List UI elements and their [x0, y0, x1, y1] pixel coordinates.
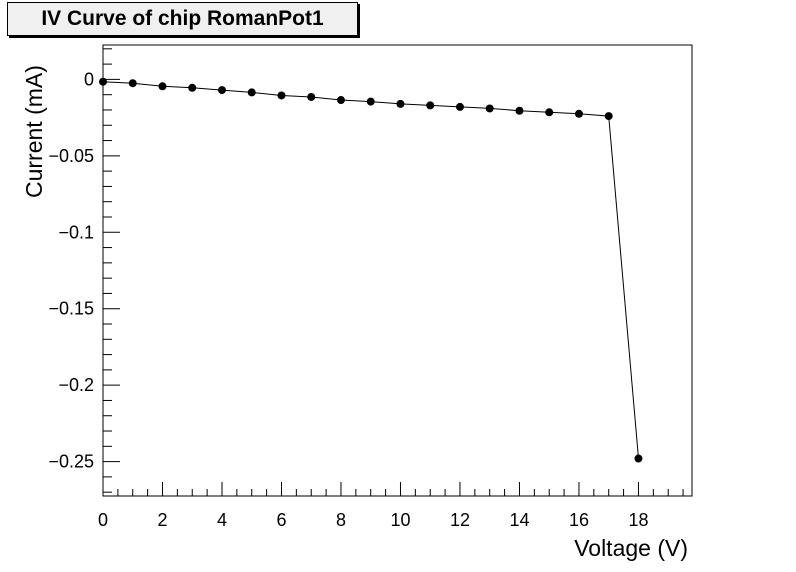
- data-point: [217, 86, 226, 95]
- x-tick-label: 6: [276, 510, 286, 530]
- y-tick-label: 0: [84, 69, 94, 89]
- y-tick-label: −0.1: [58, 222, 94, 242]
- plot-frame: [102, 44, 693, 497]
- x-tick-label: 4: [217, 510, 227, 530]
- data-point: [336, 96, 345, 105]
- x-tick-label: 14: [509, 510, 529, 530]
- data-point: [545, 108, 554, 117]
- data-point: [188, 83, 197, 92]
- y-tick-label: −0.2: [58, 375, 94, 395]
- x-axis-label: Voltage (V): [574, 535, 688, 561]
- y-tick-label: −0.05: [48, 146, 94, 166]
- x-tick-label: 18: [628, 510, 648, 530]
- data-point: [455, 102, 464, 111]
- x-tick-label: 10: [390, 510, 410, 530]
- data-point: [128, 79, 137, 88]
- x-tick-label: 12: [450, 510, 470, 530]
- x-tick-label: 8: [336, 510, 346, 530]
- y-tick-label: −0.25: [48, 452, 94, 472]
- data-point: [634, 454, 643, 463]
- chart-title-box: IV Curve of chip RomanPot1: [7, 2, 358, 36]
- data-point: [515, 106, 524, 115]
- data-point: [574, 109, 583, 118]
- chart-title: IV Curve of chip RomanPot1: [41, 7, 324, 30]
- data-point: [426, 101, 435, 110]
- data-point: [366, 97, 375, 106]
- data-point: [307, 92, 316, 101]
- data-point: [396, 99, 405, 108]
- data-point: [277, 91, 286, 100]
- x-tick-label: 16: [569, 510, 589, 530]
- data-point: [604, 112, 613, 121]
- data-point: [485, 104, 494, 113]
- y-tick-label: −0.15: [48, 299, 94, 319]
- x-tick-label: 0: [98, 510, 108, 530]
- data-point: [99, 77, 107, 86]
- x-tick-label: 2: [157, 510, 167, 530]
- data-point: [158, 82, 167, 91]
- y-axis-label: Current (mA): [21, 65, 47, 198]
- series-line: [102, 81, 639, 459]
- data-point: [247, 88, 256, 97]
